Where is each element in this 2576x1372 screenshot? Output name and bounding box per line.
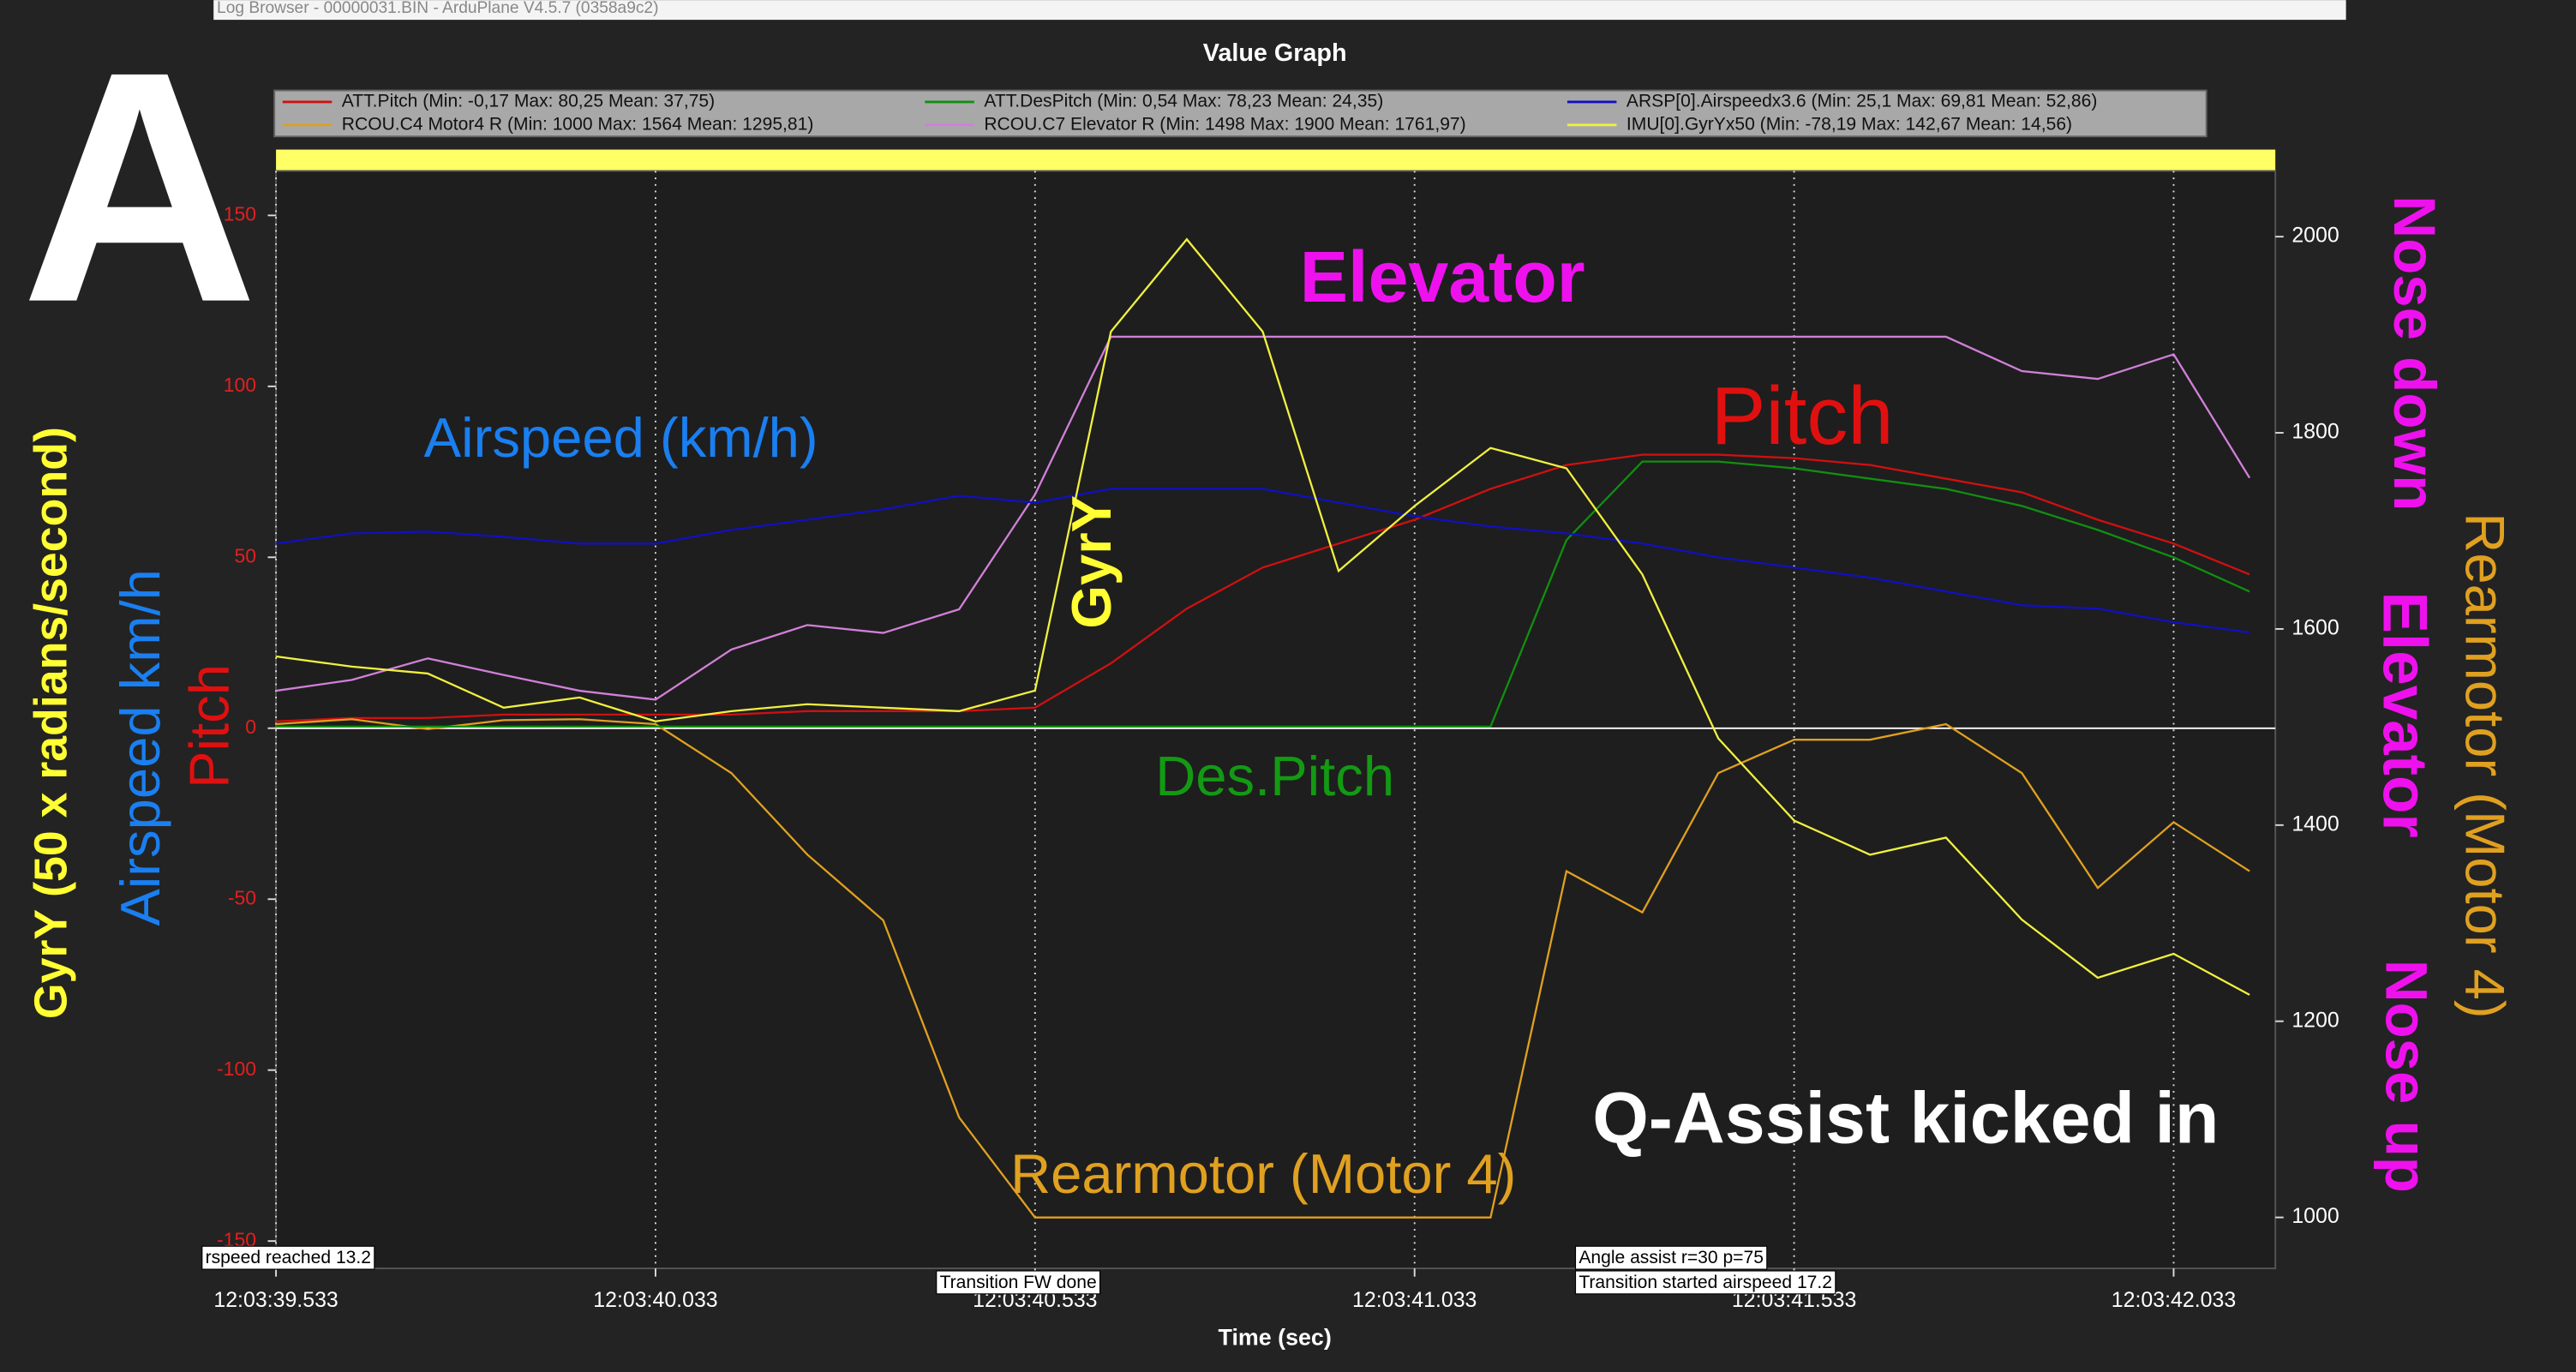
annotation: Airspeed km/h <box>109 569 171 926</box>
annotation: Elevator <box>2370 591 2440 837</box>
legend-label: IMU[0].GyrYx50 (Min: -78,19 Max: 142,67 … <box>1626 114 2072 134</box>
event-label: Transition started airspeed 17.2 <box>1579 1273 1832 1292</box>
event-box <box>1574 1245 1768 1270</box>
y2-tick-label: 1400 <box>2291 812 2339 836</box>
annotation: Nose up <box>2374 960 2440 1193</box>
y-tick-label: -100 <box>217 1057 256 1080</box>
y2-tick-label: 1600 <box>2291 616 2339 640</box>
series-line <box>276 453 2250 722</box>
annotation: Rearmotor (Motor 4) <box>1010 1142 1516 1205</box>
chart-title: Value Graph <box>1203 39 1347 67</box>
annotation: Des.Pitch <box>1155 745 1394 807</box>
x-tick-label: 12:03:42.033 <box>2112 1288 2236 1312</box>
event-label: Angle assist r=30 p=75 <box>1579 1248 1764 1267</box>
event-box <box>936 1270 1101 1295</box>
event-label: rspeed reached 13.2 <box>206 1248 371 1267</box>
y2-tick-label: 1000 <box>2291 1204 2339 1228</box>
annotation: A <box>21 4 259 371</box>
plot-area <box>275 170 2277 1270</box>
series-line <box>275 718 2250 1219</box>
legend-label: ATT.Pitch (Min: -0,17 Max: 80,25 Mean: 3… <box>342 92 715 111</box>
legend <box>273 89 2208 138</box>
series-line <box>275 237 2250 996</box>
y2-tick-label: 2000 <box>2291 224 2339 248</box>
y-tick-label: 50 <box>234 544 256 566</box>
legend-label: RCOU.C7 Elevator R (Min: 1498 Max: 1900 … <box>984 114 1465 134</box>
event-box <box>201 1245 375 1270</box>
window-title: Log Browser - 00000031.BIN - ArduPlane V… <box>217 0 658 17</box>
series-line <box>275 488 2250 634</box>
x-axis-title: Time (sec) <box>1219 1325 1332 1351</box>
series-line <box>276 460 2250 728</box>
annotation: Pitch <box>1711 370 1894 462</box>
legend-label: RCOU.C4 Motor4 R (Min: 1000 Max: 1564 Me… <box>342 114 814 134</box>
annotation: GyrY (50 x radians/second) <box>25 427 76 1019</box>
annotation: Nose down <box>2381 195 2447 511</box>
series-line <box>275 335 2251 701</box>
y-tick-label: 0 <box>245 716 256 738</box>
annotation: Q-Assist kicked in <box>1592 1078 2219 1159</box>
x-tick-label: 12:03:39.533 <box>213 1288 338 1312</box>
legend-label: ATT.DesPitch (Min: 0,54 Max: 78,23 Mean:… <box>984 92 1383 111</box>
y-tick-label: 150 <box>224 202 256 225</box>
annotation: Elevator <box>1300 237 1585 317</box>
annotation: GyrY <box>1060 495 1123 629</box>
title-bar <box>213 0 2346 21</box>
y-tick-label: -50 <box>228 886 256 908</box>
legend-label: ARSP[0].Airspeedx3.6 (Min: 25,1 Max: 69,… <box>1626 92 2098 111</box>
y2-tick-label: 1800 <box>2291 420 2339 444</box>
x-tick-label: 12:03:40.033 <box>593 1288 717 1312</box>
x-tick-label: 12:03:41.033 <box>1352 1288 1477 1312</box>
header-band <box>276 149 2276 171</box>
y2-tick-label: 1200 <box>2291 1008 2339 1032</box>
y-tick-label: 100 <box>224 374 256 396</box>
event-box <box>1574 1270 1836 1295</box>
annotation: Airspeed (km/h) <box>424 406 818 469</box>
event-label: Transition FW done <box>940 1273 1097 1292</box>
annotation: Rearmotor (Motor 4) <box>2454 512 2517 1018</box>
annotation: Pitch <box>177 664 240 788</box>
